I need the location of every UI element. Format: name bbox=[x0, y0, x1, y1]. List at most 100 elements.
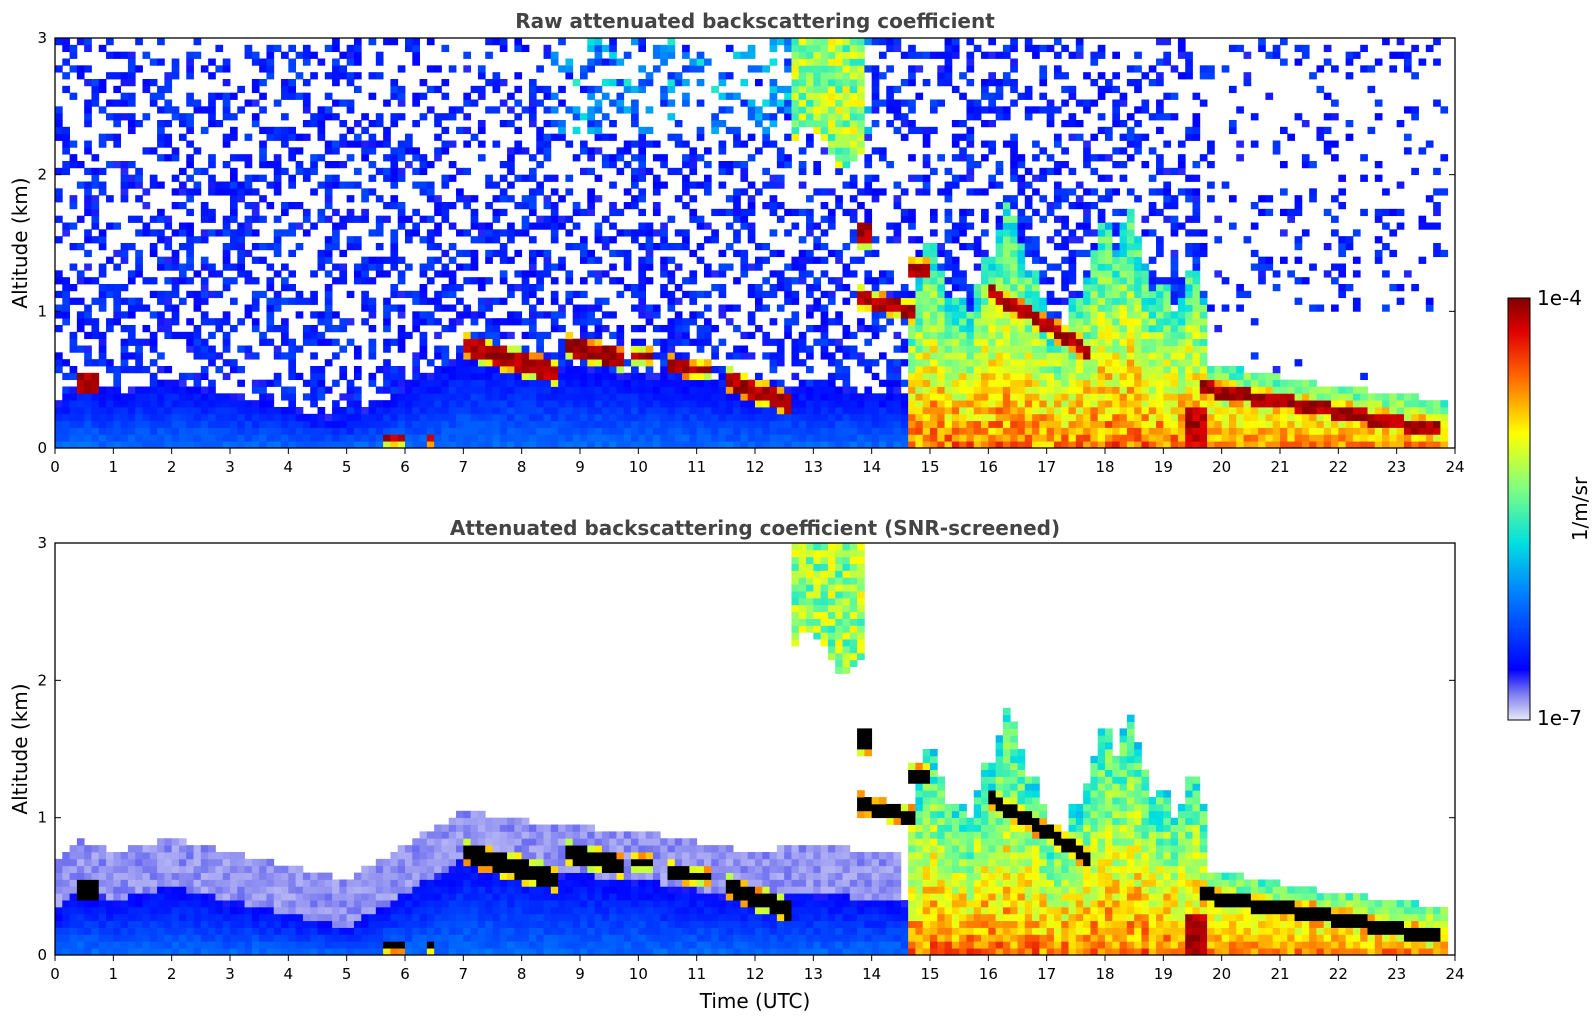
heatmap-cell bbox=[784, 407, 792, 415]
heatmap-cell bbox=[587, 270, 595, 278]
heatmap-cell bbox=[631, 420, 639, 428]
heatmap-cell bbox=[682, 154, 690, 162]
heatmap-cell bbox=[251, 120, 260, 128]
heatmap-cell bbox=[485, 79, 493, 87]
heatmap-cell bbox=[1061, 393, 1069, 401]
heatmap-cell bbox=[631, 338, 639, 346]
heatmap-cell bbox=[397, 427, 406, 435]
heatmap-cell bbox=[1024, 345, 1033, 353]
heatmap-cell bbox=[215, 393, 224, 401]
heatmap-cell bbox=[966, 208, 975, 217]
heatmap-cell bbox=[594, 379, 603, 387]
heatmap-cell bbox=[310, 72, 318, 80]
heatmap-cell bbox=[682, 434, 690, 442]
heatmap-cell bbox=[178, 222, 187, 230]
heatmap-cell bbox=[1112, 290, 1120, 299]
heatmap-cell bbox=[281, 338, 289, 346]
heatmap-cell bbox=[375, 229, 384, 237]
heatmap-cell bbox=[1112, 407, 1120, 415]
heatmap-cell bbox=[1010, 331, 1018, 340]
heatmap-cell bbox=[426, 407, 435, 415]
heatmap-cell bbox=[981, 338, 989, 346]
heatmap-cell bbox=[1046, 359, 1055, 367]
heatmap-cell bbox=[725, 413, 734, 422]
heatmap-cell bbox=[295, 297, 304, 305]
heatmap-cell bbox=[302, 420, 311, 428]
heatmap-cell bbox=[835, 79, 843, 87]
heatmap-cell bbox=[572, 407, 581, 415]
heatmap-cell bbox=[157, 386, 165, 394]
heatmap-cell bbox=[733, 386, 741, 394]
heatmap-cell bbox=[332, 243, 340, 251]
heatmap-cell bbox=[84, 113, 92, 121]
heatmap-cell bbox=[528, 331, 537, 340]
heatmap-cell bbox=[84, 188, 92, 196]
heatmap-cell bbox=[718, 106, 727, 114]
heatmap-cell bbox=[463, 99, 472, 107]
heatmap-cell bbox=[981, 359, 989, 367]
heatmap-cell bbox=[456, 284, 464, 292]
heatmap-cell bbox=[353, 400, 362, 408]
heatmap-cell bbox=[1119, 400, 1128, 408]
heatmap-cell bbox=[230, 195, 238, 203]
heatmap-cell bbox=[368, 304, 377, 312]
heatmap-cell bbox=[397, 407, 406, 415]
heatmap-cell bbox=[1061, 195, 1069, 203]
heatmap-cell bbox=[631, 195, 639, 203]
heatmap-cell bbox=[587, 113, 595, 121]
heatmap-cell bbox=[631, 229, 639, 237]
heatmap-cell bbox=[682, 338, 690, 346]
heatmap-cell bbox=[91, 167, 100, 176]
heatmap-cell bbox=[1097, 51, 1106, 59]
heatmap-cell bbox=[106, 161, 114, 169]
heatmap-cell bbox=[915, 290, 924, 299]
heatmap-cell bbox=[594, 427, 603, 435]
heatmap-cell bbox=[1039, 352, 1048, 360]
heatmap-cell bbox=[645, 366, 654, 374]
heatmap-cell bbox=[667, 51, 676, 59]
heatmap-cell bbox=[324, 297, 333, 305]
heatmap-cell bbox=[135, 304, 143, 312]
heatmap-cell bbox=[842, 154, 851, 162]
heatmap-cell bbox=[1039, 79, 1048, 87]
heatmap-cell bbox=[930, 407, 938, 415]
heatmap-cell bbox=[434, 407, 442, 415]
heatmap-cell bbox=[346, 44, 355, 53]
heatmap-cell bbox=[631, 154, 639, 162]
heatmap-cell bbox=[281, 441, 289, 449]
heatmap-cell bbox=[682, 379, 690, 387]
heatmap-cell bbox=[434, 427, 442, 435]
heatmap-cell bbox=[1017, 284, 1026, 292]
heatmap-cell bbox=[310, 386, 318, 394]
heatmap-cell bbox=[76, 393, 85, 401]
heatmap-cell bbox=[791, 99, 800, 107]
heatmap-cell bbox=[988, 372, 997, 381]
heatmap-cell bbox=[915, 325, 924, 333]
heatmap-cell bbox=[106, 427, 114, 435]
heatmap-cell bbox=[893, 236, 902, 244]
heatmap-cell bbox=[149, 99, 158, 107]
heatmap-cell bbox=[397, 113, 406, 121]
heatmap-cell bbox=[84, 79, 92, 87]
heatmap-cell bbox=[711, 270, 719, 278]
heatmap-cell bbox=[601, 379, 610, 387]
heatmap-cell bbox=[120, 188, 129, 196]
heatmap-cell bbox=[908, 79, 916, 87]
heatmap-cell bbox=[674, 420, 683, 428]
heatmap-cell bbox=[733, 277, 741, 285]
heatmap-cell bbox=[966, 133, 975, 141]
heatmap-cell bbox=[536, 338, 544, 346]
heatmap-cell bbox=[718, 311, 727, 319]
heatmap-cell bbox=[426, 188, 435, 196]
heatmap-cell bbox=[951, 325, 960, 333]
heatmap-cell bbox=[142, 441, 151, 449]
heatmap-cell bbox=[966, 413, 975, 422]
heatmap-cell bbox=[1061, 99, 1069, 107]
heatmap-cell bbox=[580, 393, 588, 401]
heatmap-cell bbox=[791, 51, 800, 59]
heatmap-cell bbox=[1134, 297, 1142, 305]
heatmap-cell bbox=[346, 393, 355, 401]
heatmap-cell bbox=[1105, 393, 1113, 401]
heatmap-cell bbox=[908, 420, 916, 428]
heatmap-cell bbox=[485, 325, 493, 333]
